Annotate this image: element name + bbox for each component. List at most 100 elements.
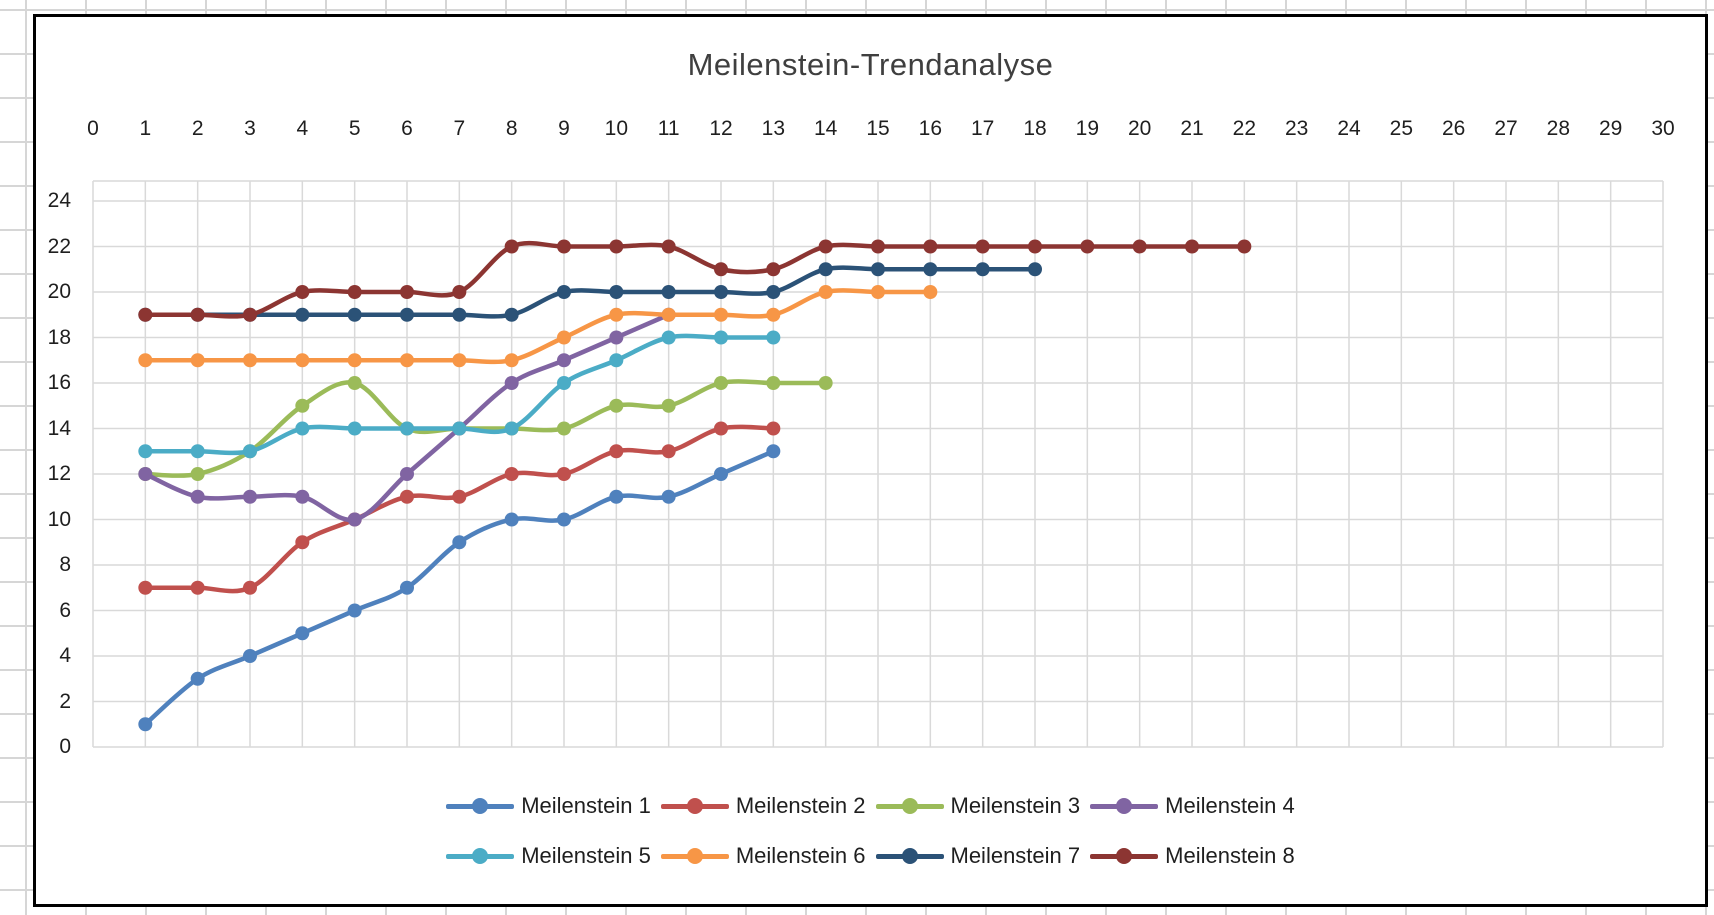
data-point-meilenstein-8-x12[interactable]	[714, 262, 728, 277]
data-point-meilenstein-8-x9[interactable]	[557, 239, 571, 254]
series-meilenstein-6[interactable]	[138, 285, 938, 368]
data-point-meilenstein-2-x8[interactable]	[504, 467, 519, 481]
data-point-meilenstein-6-x16[interactable]	[923, 285, 938, 299]
data-point-meilenstein-1-x2[interactable]	[190, 671, 205, 686]
data-point-meilenstein-4-x1[interactable]	[138, 467, 153, 481]
data-point-meilenstein-1-x3[interactable]	[243, 649, 257, 663]
data-point-meilenstein-3-x14[interactable]	[818, 376, 833, 390]
data-point-meilenstein-4-x2[interactable]	[190, 489, 205, 504]
data-point-meilenstein-6-x1[interactable]	[138, 353, 153, 368]
data-point-meilenstein-7-x18[interactable]	[1028, 262, 1042, 277]
data-point-meilenstein-5-x8[interactable]	[504, 421, 519, 436]
data-point-meilenstein-6-x3[interactable]	[243, 353, 257, 368]
data-point-meilenstein-6-x6[interactable]	[400, 353, 414, 368]
series-meilenstein-8[interactable]	[138, 239, 1252, 322]
data-point-meilenstein-5-x12[interactable]	[714, 330, 728, 345]
data-point-meilenstein-6-x5[interactable]	[347, 353, 362, 368]
data-point-meilenstein-5-x9[interactable]	[557, 376, 571, 390]
data-point-meilenstein-4-x5[interactable]	[347, 512, 362, 527]
data-point-meilenstein-6-x15[interactable]	[871, 285, 885, 299]
data-point-meilenstein-5-x2[interactable]	[190, 444, 205, 459]
data-point-meilenstein-5-x13[interactable]	[766, 330, 781, 345]
data-point-meilenstein-8-x21[interactable]	[1185, 239, 1199, 254]
data-point-meilenstein-5-x5[interactable]	[347, 421, 362, 436]
data-point-meilenstein-3-x11[interactable]	[661, 398, 676, 413]
data-point-meilenstein-6-x11[interactable]	[661, 307, 676, 322]
data-point-meilenstein-4-x6[interactable]	[400, 467, 414, 481]
data-point-meilenstein-1-x13[interactable]	[766, 444, 781, 459]
data-point-meilenstein-1-x10[interactable]	[609, 489, 624, 504]
data-point-meilenstein-8-x16[interactable]	[923, 239, 938, 254]
data-point-meilenstein-6-x2[interactable]	[190, 353, 205, 368]
data-point-meilenstein-7-x13[interactable]	[766, 285, 781, 299]
data-point-meilenstein-7-x9[interactable]	[557, 285, 571, 299]
data-point-meilenstein-2-x12[interactable]	[714, 421, 728, 436]
data-point-meilenstein-3-x10[interactable]	[609, 398, 624, 413]
data-point-meilenstein-8-x11[interactable]	[661, 239, 676, 254]
data-point-meilenstein-1-x1[interactable]	[138, 717, 153, 732]
data-point-meilenstein-4-x8[interactable]	[504, 376, 519, 390]
data-point-meilenstein-3-x9[interactable]	[557, 421, 571, 436]
data-point-meilenstein-1-x4[interactable]	[295, 626, 310, 641]
legend-item-meilenstein-6[interactable]: Meilenstein 6	[660, 843, 866, 869]
data-point-meilenstein-3-x2[interactable]	[190, 467, 205, 481]
data-point-meilenstein-5-x10[interactable]	[609, 353, 624, 368]
data-point-meilenstein-7-x4[interactable]	[295, 307, 310, 322]
legend-item-meilenstein-2[interactable]: Meilenstein 2	[660, 793, 866, 819]
data-point-meilenstein-2-x3[interactable]	[243, 580, 257, 595]
data-point-meilenstein-8-x4[interactable]	[295, 285, 310, 299]
data-point-meilenstein-3-x5[interactable]	[347, 376, 362, 390]
series-meilenstein-5[interactable]	[138, 330, 781, 459]
data-point-meilenstein-7-x17[interactable]	[975, 262, 990, 277]
data-point-meilenstein-2-x9[interactable]	[557, 467, 571, 481]
data-point-meilenstein-8-x22[interactable]	[1237, 239, 1252, 254]
chart-object[interactable]: Meilenstein-Trendanalyse 0 1 2 3 4 5 6 7 8 9 10 11 1…	[33, 14, 1708, 907]
data-point-meilenstein-6-x10[interactable]	[609, 307, 624, 322]
data-point-meilenstein-7-x10[interactable]	[609, 285, 624, 299]
data-point-meilenstein-8-x15[interactable]	[871, 239, 885, 254]
data-point-meilenstein-8-x19[interactable]	[1080, 239, 1095, 254]
data-point-meilenstein-7-x5[interactable]	[347, 307, 362, 322]
data-point-meilenstein-6-x4[interactable]	[295, 353, 310, 368]
data-point-meilenstein-7-x12[interactable]	[714, 285, 728, 299]
data-point-meilenstein-8-x14[interactable]	[818, 239, 833, 254]
series-line-meilenstein-6[interactable]	[143, 288, 933, 365]
series-meilenstein-1[interactable]	[138, 444, 781, 732]
data-point-meilenstein-8-x8[interactable]	[504, 239, 519, 254]
data-point-meilenstein-1-x12[interactable]	[714, 467, 728, 481]
data-point-meilenstein-1-x8[interactable]	[504, 512, 519, 527]
data-point-meilenstein-4-x3[interactable]	[243, 489, 257, 504]
data-point-meilenstein-7-x6[interactable]	[400, 307, 414, 322]
data-point-meilenstein-8-x1[interactable]	[138, 307, 153, 322]
data-point-meilenstein-4-x9[interactable]	[557, 353, 571, 368]
data-point-meilenstein-4-x10[interactable]	[609, 330, 624, 345]
legend-item-meilenstein-1[interactable]: Meilenstein 1	[446, 793, 651, 819]
legend-item-meilenstein-8[interactable]: Meilenstein 8	[1090, 843, 1295, 869]
data-point-meilenstein-2-x7[interactable]	[452, 489, 467, 504]
data-point-meilenstein-6-x13[interactable]	[766, 307, 781, 322]
data-point-meilenstein-8-x2[interactable]	[190, 307, 205, 322]
series-line-meilenstein-8[interactable]	[143, 240, 1247, 319]
data-point-meilenstein-7-x7[interactable]	[452, 307, 467, 322]
data-point-meilenstein-8-x3[interactable]	[243, 307, 257, 322]
data-point-meilenstein-8-x20[interactable]	[1132, 239, 1147, 254]
data-point-meilenstein-2-x4[interactable]	[295, 535, 310, 550]
data-point-meilenstein-1-x6[interactable]	[400, 580, 414, 595]
data-point-meilenstein-2-x10[interactable]	[609, 444, 624, 459]
data-point-meilenstein-8-x17[interactable]	[975, 239, 990, 254]
data-point-meilenstein-8-x7[interactable]	[452, 285, 467, 299]
data-point-meilenstein-6-x9[interactable]	[557, 330, 571, 345]
legend-item-meilenstein-5[interactable]: Meilenstein 5	[446, 843, 651, 869]
data-point-meilenstein-6-x8[interactable]	[504, 353, 519, 368]
data-point-meilenstein-7-x11[interactable]	[661, 285, 676, 299]
data-point-meilenstein-8-x13[interactable]	[766, 262, 781, 277]
data-point-meilenstein-1-x7[interactable]	[452, 535, 467, 550]
data-point-meilenstein-1-x11[interactable]	[661, 489, 676, 504]
data-point-meilenstein-7-x8[interactable]	[504, 307, 519, 322]
data-point-meilenstein-3-x13[interactable]	[766, 376, 781, 390]
plot-area[interactable]	[92, 180, 1664, 748]
data-point-meilenstein-2-x1[interactable]	[138, 580, 153, 595]
data-point-meilenstein-5-x6[interactable]	[400, 421, 414, 436]
data-point-meilenstein-3-x12[interactable]	[714, 376, 728, 390]
data-point-meilenstein-8-x6[interactable]	[400, 285, 414, 299]
